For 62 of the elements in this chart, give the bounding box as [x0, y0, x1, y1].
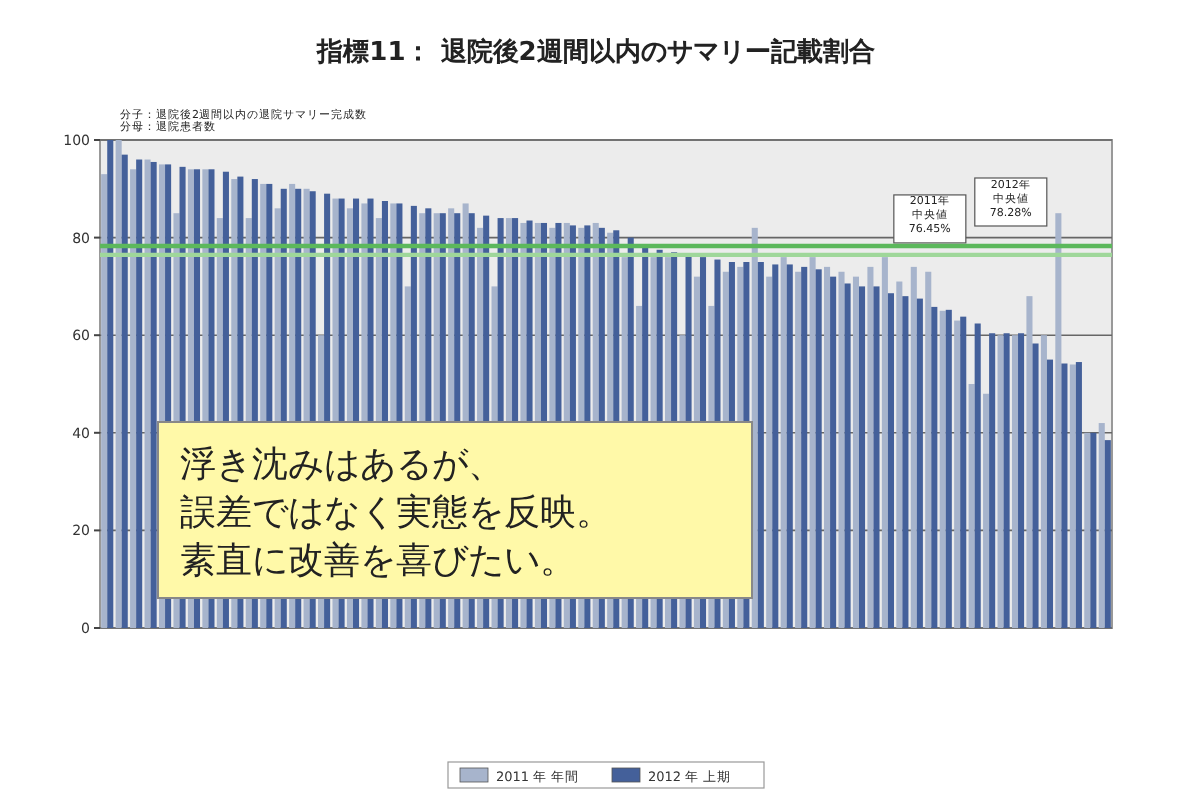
bar — [107, 140, 114, 628]
bar — [1084, 432, 1091, 628]
bar — [150, 161, 157, 628]
bar — [1011, 335, 1019, 628]
bar — [101, 174, 108, 628]
bar — [910, 266, 917, 628]
bar — [1032, 343, 1039, 628]
bar — [968, 384, 975, 628]
bar — [766, 276, 773, 628]
bar — [809, 257, 816, 628]
bar — [989, 333, 996, 628]
bar — [873, 286, 880, 628]
bar — [1104, 440, 1111, 628]
bar — [780, 257, 787, 628]
bar — [1040, 335, 1047, 628]
bar — [859, 286, 866, 628]
bar — [974, 323, 981, 628]
bar — [1003, 333, 1010, 628]
annotation: 誤差ではなく実態を反映。 — [180, 492, 612, 534]
bar — [902, 296, 909, 628]
annotation: 浮き沈みはあるが、 — [180, 444, 504, 486]
bar — [916, 298, 923, 628]
bar — [1018, 333, 1025, 628]
bar — [772, 264, 779, 628]
bar — [925, 271, 932, 628]
bar — [1069, 364, 1076, 628]
bar — [852, 276, 859, 628]
bar — [786, 264, 793, 628]
bar — [121, 154, 128, 628]
annotation: 素直に改善を喜びたい。 — [180, 540, 576, 582]
bar — [1061, 363, 1068, 628]
bar — [136, 159, 143, 628]
bar — [1090, 432, 1097, 628]
note-box: 浮き沈みはあるが、 誤差ではなく実態を反映。 素直に改善を喜びたい。 — [157, 421, 753, 599]
bar — [830, 276, 837, 628]
bar — [115, 140, 122, 628]
bar — [144, 159, 151, 628]
bar — [896, 281, 903, 628]
bar — [881, 257, 888, 628]
bar — [939, 310, 946, 628]
bar — [945, 309, 952, 628]
bar — [795, 271, 802, 628]
chart-title: 指標11： 退院後2週間以内のサマリー記載割合 — [315, 36, 875, 68]
bar — [1046, 359, 1054, 628]
bar — [887, 293, 894, 628]
bar — [838, 271, 845, 628]
bar — [997, 335, 1004, 628]
bar — [844, 283, 851, 628]
bar — [801, 266, 808, 628]
bar — [983, 393, 990, 628]
bar — [815, 269, 822, 628]
bar — [960, 316, 967, 628]
bar — [954, 320, 961, 628]
bar — [757, 262, 764, 628]
bar — [867, 266, 874, 628]
bar — [824, 266, 831, 628]
bar — [1055, 213, 1062, 628]
bar — [1075, 362, 1082, 628]
bar — [931, 306, 938, 628]
bar — [1026, 296, 1033, 628]
bar — [130, 169, 137, 628]
bar — [1098, 423, 1105, 628]
